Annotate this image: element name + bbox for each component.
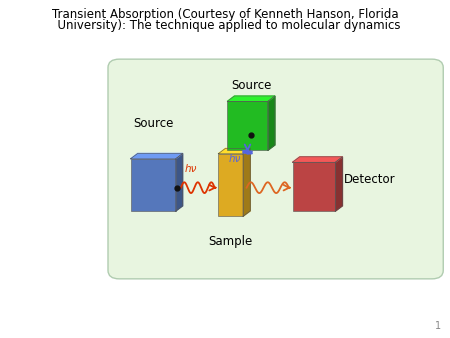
- Text: Detector: Detector: [344, 173, 396, 187]
- Bar: [227, 101, 268, 150]
- Polygon shape: [130, 153, 183, 159]
- Text: Transient Absorption (Courtesy of Kenneth Hanson, Florida: Transient Absorption (Courtesy of Kennet…: [52, 8, 398, 21]
- Text: hν: hν: [185, 164, 198, 174]
- Text: Source: Source: [231, 79, 271, 92]
- Bar: [218, 154, 243, 216]
- Polygon shape: [176, 153, 183, 211]
- Text: Sample: Sample: [208, 235, 253, 248]
- Text: University): The technique applied to molecular dynamics: University): The technique applied to mo…: [50, 19, 400, 31]
- Polygon shape: [227, 96, 275, 101]
- FancyBboxPatch shape: [108, 59, 443, 279]
- Polygon shape: [268, 96, 275, 150]
- Text: hν: hν: [228, 154, 241, 164]
- Polygon shape: [218, 148, 250, 154]
- Bar: [130, 159, 176, 211]
- Text: 1: 1: [435, 321, 441, 331]
- Text: Source: Source: [133, 117, 173, 130]
- Polygon shape: [243, 148, 250, 216]
- Polygon shape: [292, 157, 342, 162]
- Polygon shape: [335, 157, 342, 211]
- Bar: [292, 162, 335, 211]
